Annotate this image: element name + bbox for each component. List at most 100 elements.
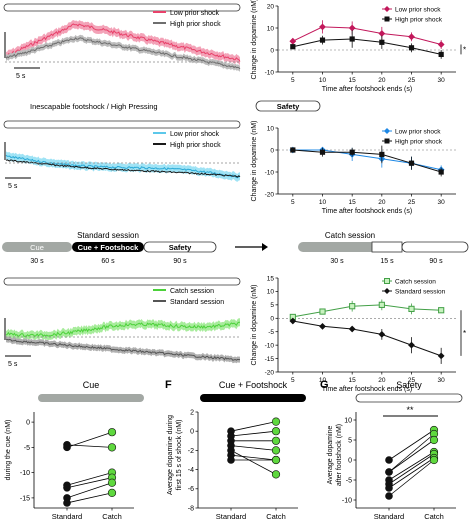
- trace-b-low-band: [6, 151, 240, 182]
- trace-b-low: [5, 154, 241, 179]
- line-c-ytick-label: -10: [265, 342, 275, 349]
- line-a-series-line-1: [292, 38, 442, 55]
- pair-f-pair-line: [230, 430, 277, 437]
- legend-label-low: Low prior shock: [170, 131, 220, 138]
- pair-g-pair-line: [388, 459, 435, 497]
- line-c-ytick-label: 0: [270, 316, 274, 323]
- b-safety-label: Safety: [277, 102, 300, 111]
- f-ylabel-line2: first 15 s of shock (nM): [176, 420, 183, 491]
- catch-gap-block: [371, 241, 403, 253]
- panel-letter-g: G: [320, 379, 329, 391]
- g-sig-label: **: [406, 405, 414, 415]
- line-a-legend-label: Low prior shock: [395, 7, 441, 14]
- cue-footshock-label: Cue + Footshock: [78, 243, 139, 252]
- trace-a-low-band: [6, 20, 240, 66]
- f-ylabel-line1: Average dopamine during: [167, 415, 174, 495]
- pair-e-ytick-label: -5: [24, 445, 30, 452]
- line-a-point: [438, 51, 444, 57]
- line-c-ytick-label: -15: [265, 356, 275, 363]
- line-a-point: [289, 37, 297, 45]
- trace-c-catch: [5, 321, 240, 337]
- pair-g-pair-line: [388, 433, 435, 473]
- safety-duration: 90 s: [173, 258, 187, 265]
- line-b-point: [319, 149, 326, 155]
- line-c-xtick-label: 10: [319, 377, 327, 384]
- line-a-series-line-0: [292, 26, 442, 45]
- line-b-point: [290, 147, 296, 153]
- line-b-xtick-label: 10: [319, 199, 327, 206]
- pair-f-pair-line: [230, 454, 277, 461]
- pair-f-pair-line: [230, 421, 277, 432]
- pair-g-ytick-label: 10: [344, 417, 352, 424]
- line-a-legend-marker: [384, 16, 390, 22]
- trace-a-low: [5, 23, 241, 62]
- line-a-ytick-label: -10: [265, 69, 275, 76]
- b-safety-pill: [255, 100, 321, 112]
- line-a-ylabel: Change in dopamine (nM): [251, 0, 258, 79]
- line-a-xtick-label: 25: [408, 77, 416, 84]
- line-c-point: [408, 305, 415, 312]
- pair-e-catch-point: [107, 488, 117, 497]
- line-c-point: [289, 317, 297, 325]
- pair-g-xtick-label: Standard: [374, 512, 404, 521]
- arrow-icon: [262, 243, 268, 251]
- pair-f-catch-point: [271, 455, 281, 465]
- line-a-point: [319, 37, 326, 43]
- c-legend: Catch session Standard session: [153, 288, 224, 306]
- cue-panel-title: Cue: [83, 380, 100, 390]
- pair-f-ytick-label: -6: [188, 486, 194, 493]
- paired-plot-e: -15 -10 -5 0 Standard Catch: [20, 412, 134, 521]
- line-c-xtick-label: 30: [438, 377, 446, 384]
- pair-e-standard-point: [63, 443, 71, 452]
- pair-f-ytick-label: -8: [188, 505, 194, 512]
- cue-footshock-title-bar: [200, 394, 306, 402]
- line-c-point: [349, 303, 356, 310]
- b-title: Inescapable footshock / High Pressing: [30, 102, 158, 111]
- line-a-point: [348, 24, 356, 32]
- line-b-ytick-label: -10: [265, 169, 275, 176]
- cue-footshock-panel-title: Cue + Footshock: [219, 380, 288, 390]
- pair-f-ytick-label: 2: [190, 409, 194, 416]
- line-c-point: [438, 307, 445, 314]
- section-c: 5 s Catch session Standard session: [3, 277, 241, 368]
- cue-block-label: Cue: [30, 243, 44, 252]
- line-c-xtick-label: 25: [408, 377, 416, 384]
- pair-f-catch-point: [271, 470, 281, 479]
- line-b-xlabel: Time after footshock ends (s): [322, 208, 412, 215]
- pair-e-catch-point: [107, 428, 117, 437]
- line-c-legend-label: Catch session: [395, 279, 436, 286]
- line-b-xtick-label: 20: [378, 199, 386, 206]
- pair-e-pair-line: [66, 482, 113, 499]
- line-c-point: [378, 301, 385, 308]
- line-c-point: [348, 325, 356, 333]
- bottom-panels: Cue F Cue + Footshock G Safety during th…: [5, 379, 463, 495]
- line-b-ytick-label: -20: [265, 191, 275, 198]
- legend-label-standard: Standard session: [170, 299, 224, 306]
- line-a-legend-label: High prior shock: [395, 17, 443, 24]
- line-a-ytick-label: 20: [267, 3, 275, 10]
- catch-cue-duration: 30 s: [330, 258, 344, 265]
- line-a-xtick-label: 30: [438, 77, 446, 84]
- pair-e-ytick-label: -15: [20, 495, 30, 502]
- legend-label-high: High prior shock: [170, 21, 221, 28]
- line-a-ytick-label: 0: [270, 47, 274, 54]
- line-b-point: [349, 149, 355, 155]
- line-a-xtick-label: 10: [319, 77, 327, 84]
- line-c-xlabel: Time after footshock ends (s): [322, 386, 412, 393]
- pair-g-standard-point: [385, 492, 393, 500]
- line-c-ytick-label: 5: [270, 302, 274, 309]
- line-b-legend-marker: [384, 128, 390, 134]
- pair-e-catch-point: [107, 478, 117, 487]
- cue-title-bar: [38, 394, 144, 402]
- line-b-legend-marker: [384, 138, 390, 144]
- legend-label-high: High prior shock: [170, 142, 221, 149]
- session-schematic: Standard session Cue Cue + Footshock Saf…: [2, 231, 469, 265]
- catch-cue-block: [298, 242, 376, 252]
- catch-session-title: Catch session: [325, 231, 375, 240]
- line-c-legend-marker: [384, 278, 390, 284]
- line-c-sig-label: *: [463, 329, 466, 338]
- trace-b-high: [5, 159, 241, 178]
- line-c-ylabel: Change in dopamine (nM): [251, 285, 258, 366]
- line-a-xtick-label: 20: [378, 77, 386, 84]
